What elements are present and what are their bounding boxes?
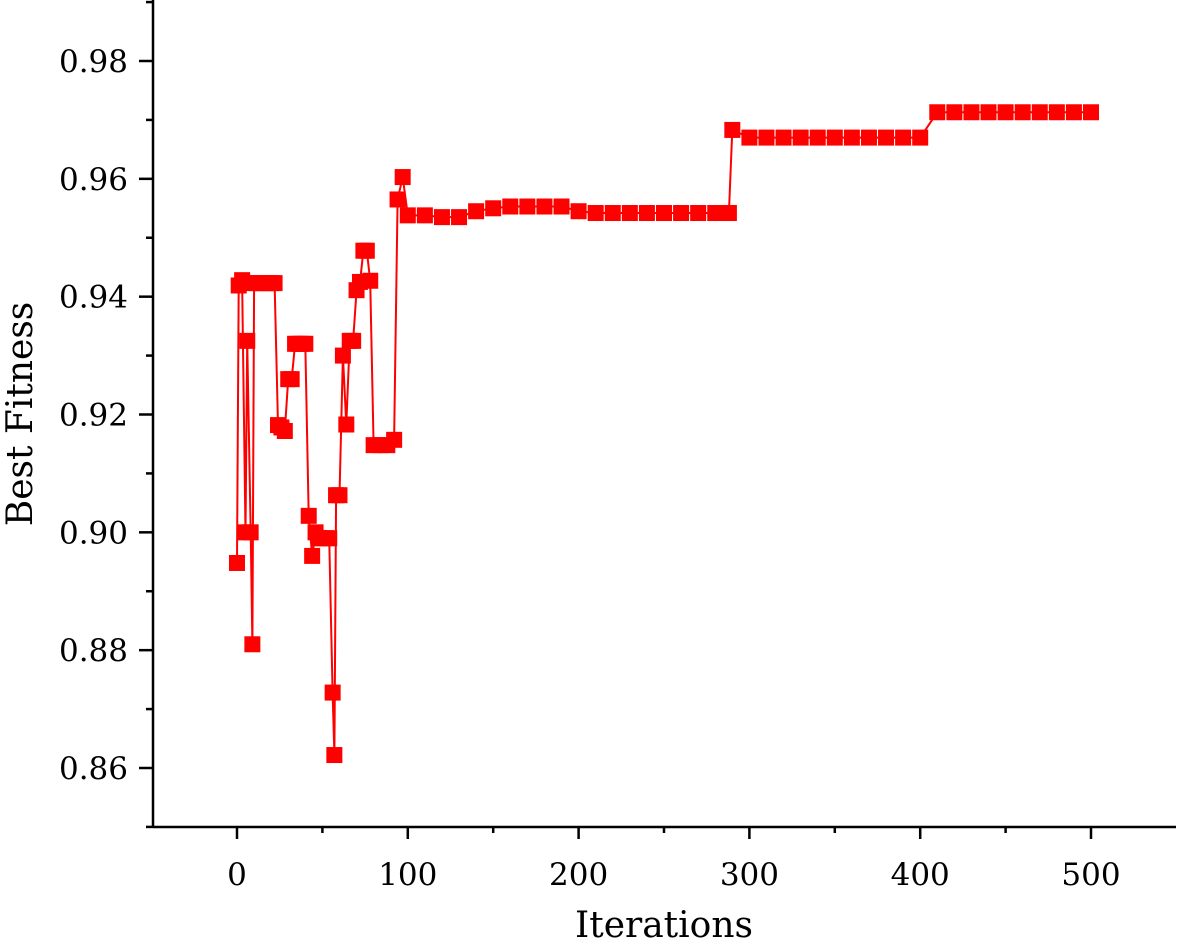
x-axis-title: Iterations xyxy=(575,905,753,942)
data-point xyxy=(963,104,980,121)
data-point xyxy=(386,431,403,448)
data-point xyxy=(502,198,519,215)
data-point xyxy=(324,684,341,701)
data-point xyxy=(775,129,792,146)
data-point xyxy=(416,207,433,224)
data-point xyxy=(826,129,843,146)
data-point xyxy=(399,207,416,224)
y-axis-ticks: 0.86 0.88 0.90 0.92 0.94 0.96 0.98 xyxy=(59,0,153,829)
data-point xyxy=(860,129,877,146)
data-point xyxy=(1048,104,1065,121)
data-point xyxy=(621,205,638,222)
x-tick-label: 500 xyxy=(1061,857,1120,893)
data-point xyxy=(758,129,775,146)
data-point xyxy=(321,530,338,547)
data-point xyxy=(244,636,261,653)
data-point xyxy=(1014,104,1031,121)
data-point xyxy=(451,209,468,226)
data-point xyxy=(604,205,621,222)
data-point xyxy=(724,121,741,138)
data-point xyxy=(242,524,259,541)
data-point xyxy=(843,129,860,146)
data-point xyxy=(1031,104,1048,121)
data-point xyxy=(1083,104,1099,121)
series-markers-group xyxy=(229,104,1099,764)
data-point xyxy=(673,205,690,222)
x-tick-label: 400 xyxy=(891,857,950,893)
data-point xyxy=(433,209,450,226)
data-point xyxy=(334,347,351,364)
data-point xyxy=(690,205,707,222)
data-point xyxy=(394,169,411,186)
y-tick-label: 0.92 xyxy=(59,398,128,434)
x-axis-ticks: 0 100 200 300 400 500 xyxy=(227,827,1121,893)
data-point xyxy=(980,104,997,121)
data-point xyxy=(929,104,946,121)
data-point xyxy=(707,205,724,222)
x-tick-label: 0 xyxy=(227,857,247,893)
data-point xyxy=(587,205,604,222)
y-tick-label: 0.96 xyxy=(59,162,128,198)
data-point xyxy=(297,335,314,352)
data-point xyxy=(946,104,963,121)
data-point xyxy=(720,205,737,222)
data-point xyxy=(570,203,587,220)
data-point xyxy=(338,416,355,433)
data-point xyxy=(809,129,826,146)
data-point xyxy=(331,487,348,504)
data-point xyxy=(536,198,553,215)
data-point xyxy=(326,747,343,764)
y-tick-label: 0.86 xyxy=(59,751,128,787)
data-point xyxy=(741,129,758,146)
data-point xyxy=(358,242,375,259)
data-point xyxy=(266,275,283,292)
data-point xyxy=(1065,104,1082,121)
data-point xyxy=(304,547,321,564)
data-point xyxy=(638,205,655,222)
data-point xyxy=(656,205,672,222)
data-point xyxy=(912,129,929,146)
y-axis-title: Best Fitness xyxy=(0,302,41,527)
data-point xyxy=(239,332,256,349)
x-tick-label: 100 xyxy=(378,857,437,893)
data-point xyxy=(468,203,485,220)
data-point xyxy=(362,272,379,289)
data-point xyxy=(229,554,245,571)
x-tick-label: 200 xyxy=(549,857,608,893)
y-tick-label: 0.90 xyxy=(59,515,128,551)
data-point xyxy=(389,191,406,208)
y-tick-label: 0.88 xyxy=(59,633,128,669)
y-tick-label: 0.94 xyxy=(59,280,128,316)
data-point xyxy=(553,198,570,215)
data-point xyxy=(283,371,300,388)
data-point xyxy=(276,422,293,439)
data-point xyxy=(345,332,362,349)
x-tick-label: 300 xyxy=(720,857,779,893)
data-point xyxy=(895,129,912,146)
data-point xyxy=(792,129,809,146)
data-point xyxy=(997,104,1014,121)
data-point xyxy=(878,129,895,146)
data-point xyxy=(300,507,317,524)
data-point xyxy=(519,198,536,215)
data-point xyxy=(485,200,502,217)
y-tick-label: 0.98 xyxy=(59,44,128,80)
